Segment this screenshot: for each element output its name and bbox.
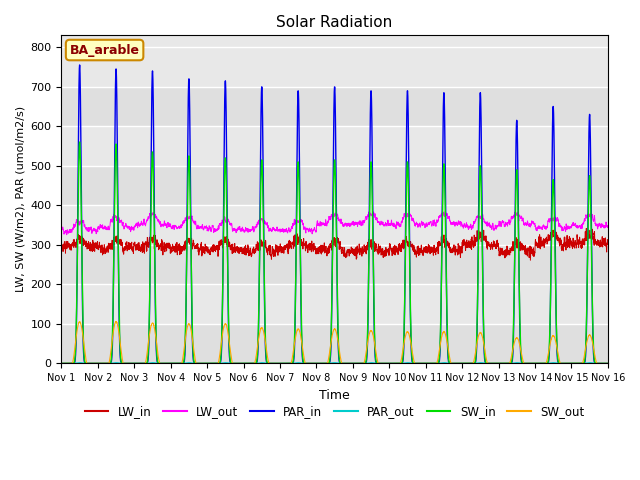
- SW_out: [314, 360, 322, 366]
- PAR_out: [156, 360, 164, 366]
- Y-axis label: LW, SW (W/m2), PAR (umol/m2/s): LW, SW (W/m2), PAR (umol/m2/s): [15, 106, 25, 292]
- PAR_out: [604, 360, 611, 366]
- SW_in: [156, 360, 164, 366]
- Bar: [61, 87, 608, 126]
- PAR_out: [314, 360, 322, 366]
- SW_out: [156, 360, 164, 366]
- SW_in: [427, 360, 435, 366]
- LW_in: [582, 226, 590, 231]
- PAR_out: [457, 360, 465, 366]
- SW_in: [76, 139, 83, 145]
- PAR_in: [156, 360, 164, 366]
- LW_out: [442, 208, 449, 214]
- LW_in: [604, 240, 612, 246]
- LW_in: [156, 244, 163, 250]
- Line: SW_in: SW_in: [61, 142, 608, 363]
- Bar: [61, 166, 608, 205]
- PAR_out: [76, 360, 83, 365]
- SW_in: [314, 360, 322, 366]
- SW_out: [427, 360, 435, 366]
- SW_in: [604, 360, 612, 366]
- LW_out: [604, 223, 611, 228]
- Title: Solar Radiation: Solar Radiation: [276, 15, 393, 30]
- PAR_in: [604, 360, 611, 366]
- LW_out: [427, 219, 435, 225]
- Line: LW_in: LW_in: [61, 228, 608, 260]
- LW_in: [604, 241, 611, 247]
- SW_in: [58, 360, 65, 366]
- SW_out: [457, 360, 465, 366]
- PAR_out: [488, 360, 496, 366]
- Legend: LW_in, LW_out, PAR_in, PAR_out, SW_in, SW_out: LW_in, LW_out, PAR_in, PAR_out, SW_in, S…: [80, 401, 589, 423]
- PAR_out: [58, 360, 65, 366]
- X-axis label: Time: Time: [319, 389, 350, 402]
- PAR_in: [604, 360, 612, 366]
- SW_out: [604, 360, 611, 366]
- SW_out: [58, 360, 65, 366]
- SW_in: [488, 360, 496, 366]
- Bar: [61, 245, 608, 284]
- PAR_out: [427, 360, 435, 366]
- Line: PAR_out: PAR_out: [61, 362, 608, 363]
- SW_in: [457, 360, 465, 366]
- Line: LW_out: LW_out: [61, 211, 608, 235]
- PAR_in: [314, 360, 322, 366]
- LW_out: [488, 225, 496, 230]
- LW_out: [314, 222, 322, 228]
- SW_out: [488, 360, 496, 366]
- LW_out: [58, 227, 65, 233]
- PAR_in: [457, 360, 465, 366]
- LW_in: [488, 244, 496, 250]
- PAR_in: [76, 62, 83, 68]
- SW_out: [604, 360, 612, 366]
- LW_in: [314, 245, 322, 251]
- PAR_in: [58, 360, 65, 366]
- LW_in: [527, 257, 534, 263]
- LW_out: [156, 221, 164, 227]
- PAR_out: [604, 360, 612, 366]
- LW_in: [457, 244, 465, 250]
- SW_out: [112, 319, 120, 324]
- Line: PAR_in: PAR_in: [61, 65, 608, 363]
- LW_out: [604, 224, 612, 229]
- Bar: [61, 324, 608, 363]
- LW_out: [458, 221, 465, 227]
- LW_out: [63, 232, 70, 238]
- Text: BA_arable: BA_arable: [70, 44, 140, 57]
- PAR_in: [488, 360, 496, 366]
- LW_in: [427, 246, 435, 252]
- LW_in: [58, 245, 65, 251]
- Line: SW_out: SW_out: [61, 322, 608, 363]
- PAR_in: [427, 360, 435, 366]
- SW_in: [604, 360, 611, 366]
